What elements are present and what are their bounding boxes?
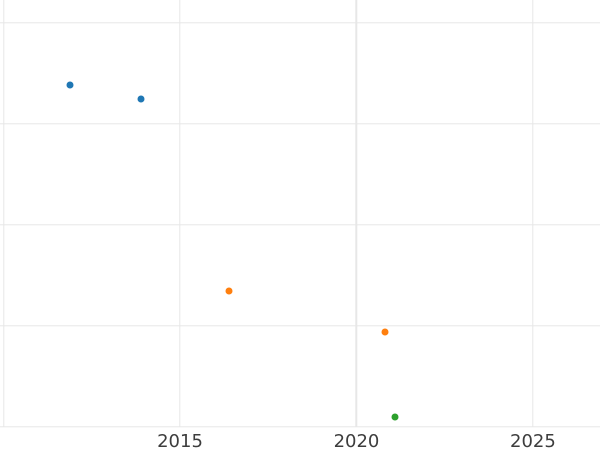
x-tick-label: 2025 [510, 430, 556, 450]
y-gridline [0, 426, 600, 428]
y-gridline [0, 123, 600, 125]
x-gridline [355, 0, 358, 427]
data-point-series-3 [391, 413, 399, 421]
data-point-series-2 [381, 328, 389, 336]
x-tick-label: 2020 [333, 430, 380, 450]
y-gridline [0, 325, 600, 327]
data-point-series-1 [66, 81, 74, 89]
y-gridline [0, 224, 600, 226]
data-point-series-1 [137, 95, 145, 103]
y-gridline [0, 22, 600, 24]
x-gridline [532, 0, 534, 427]
data-point-series-2 [225, 287, 233, 295]
x-tick-label: 2015 [157, 430, 203, 450]
x-gridline [2, 0, 5, 427]
x-gridline [179, 0, 181, 427]
